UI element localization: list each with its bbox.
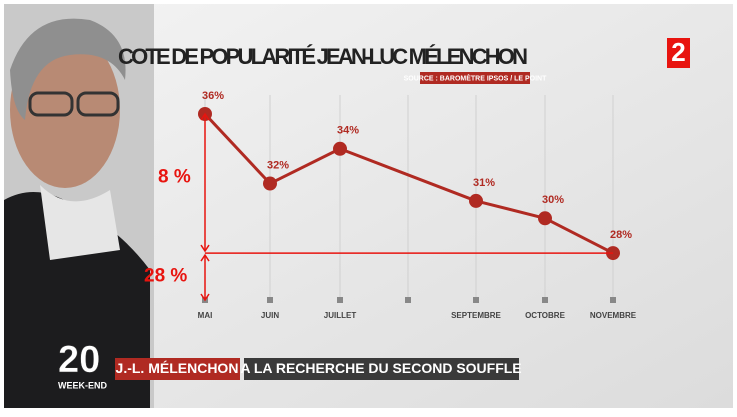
annotation: 8 % <box>158 167 191 188</box>
value-label: 28% <box>610 229 632 241</box>
annotation: 28 % <box>144 266 187 287</box>
banner-headline-box <box>244 358 519 380</box>
point <box>333 141 347 156</box>
x-tick-marker <box>267 297 273 303</box>
x-tick-marker <box>337 297 343 303</box>
logo-box <box>667 38 690 68</box>
x-tick-label: SEPTEMBRE <box>451 311 501 320</box>
x-tick-marker <box>542 297 548 303</box>
line-segment <box>475 199 546 220</box>
x-tick-label: MAI <box>198 311 213 320</box>
source-box <box>420 72 530 84</box>
x-tick-label: JUILLET <box>324 311 357 320</box>
arrow-head <box>200 112 210 121</box>
x-tick-label: JUIN <box>261 311 279 320</box>
channel-logo: 2 <box>671 37 685 67</box>
value-label: 36% <box>202 90 224 102</box>
arrow-head <box>200 253 210 262</box>
line-segment <box>203 112 272 185</box>
chart-subtitle: SOURCE : BAROMÈTRE IPSOS / LE POINT <box>404 73 547 82</box>
x-tick-label: NOVEMBRE <box>590 311 637 320</box>
arrow-head <box>200 293 210 302</box>
x-tick-marker <box>405 297 411 303</box>
banner-sub: WEEK-END <box>58 380 107 390</box>
value-label: 31% <box>473 177 495 189</box>
chart-title: COTE DE POPULARITÉ JEAN-LUC MÉLENCHON <box>118 44 528 69</box>
point <box>263 176 277 191</box>
arrow-head <box>200 244 210 253</box>
banner-number: 20 <box>58 339 100 381</box>
banner-headline: A LA RECHERCHE DU SECOND SOUFFLE <box>240 360 521 376</box>
line-segment <box>339 147 477 203</box>
banner-name-box <box>115 358 240 380</box>
banner-name: J.-L. MÉLENCHON <box>116 360 239 376</box>
photo <box>4 4 154 408</box>
point <box>469 193 483 208</box>
value-label: 32% <box>267 159 289 171</box>
x-tick-marker <box>473 297 479 303</box>
x-tick-marker <box>610 297 616 303</box>
x-tick-label: OCTOBRE <box>525 311 566 320</box>
value-label: 30% <box>542 194 564 206</box>
plot: MAI JUIN JUILLET SEPTEMBRE OCTOBRE NOVEMBRE 36… <box>144 90 637 320</box>
point <box>538 211 552 226</box>
value-label: 34% <box>337 125 359 137</box>
line-segment <box>269 147 341 185</box>
line-segment <box>544 216 614 255</box>
